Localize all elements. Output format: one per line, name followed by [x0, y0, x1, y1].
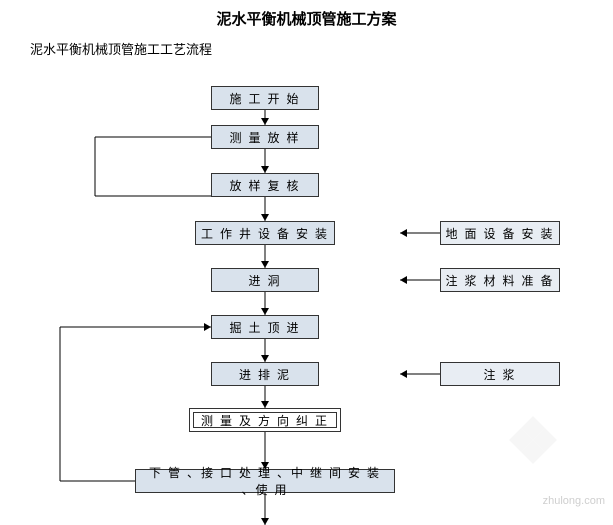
watermark-text: zhulong.com	[543, 495, 605, 507]
flow-node-n9: 下 管 、接 口 处 理 、中 继 间 安 装 、使 用	[135, 469, 395, 493]
flow-node-s1: 地 面 设 备 安 装	[440, 221, 560, 245]
flow-node-n7: 进 排 泥	[211, 362, 319, 386]
flow-node-n6: 掘 土 顶 进	[211, 315, 319, 339]
flow-node-n2: 测 量 放 样	[211, 125, 319, 149]
flow-node-n8: 测 量 及 方 向 纠 正	[189, 408, 341, 432]
page-subtitle: 泥水平衡机械顶管施工工艺流程	[30, 39, 613, 58]
page-title: 泥水平衡机械顶管施工方案	[0, 8, 613, 29]
watermark-icon	[503, 410, 573, 480]
flow-node-n5: 进 洞	[211, 268, 319, 292]
flow-node-n1: 施 工 开 始	[211, 86, 319, 110]
flow-node-s2: 注 浆 材 料 准 备	[440, 268, 560, 292]
flow-node-s3: 注 浆	[440, 362, 560, 386]
flow-node-n3: 放 样 复 核	[211, 173, 319, 197]
flow-node-n4: 工 作 井 设 备 安 装	[195, 221, 335, 245]
